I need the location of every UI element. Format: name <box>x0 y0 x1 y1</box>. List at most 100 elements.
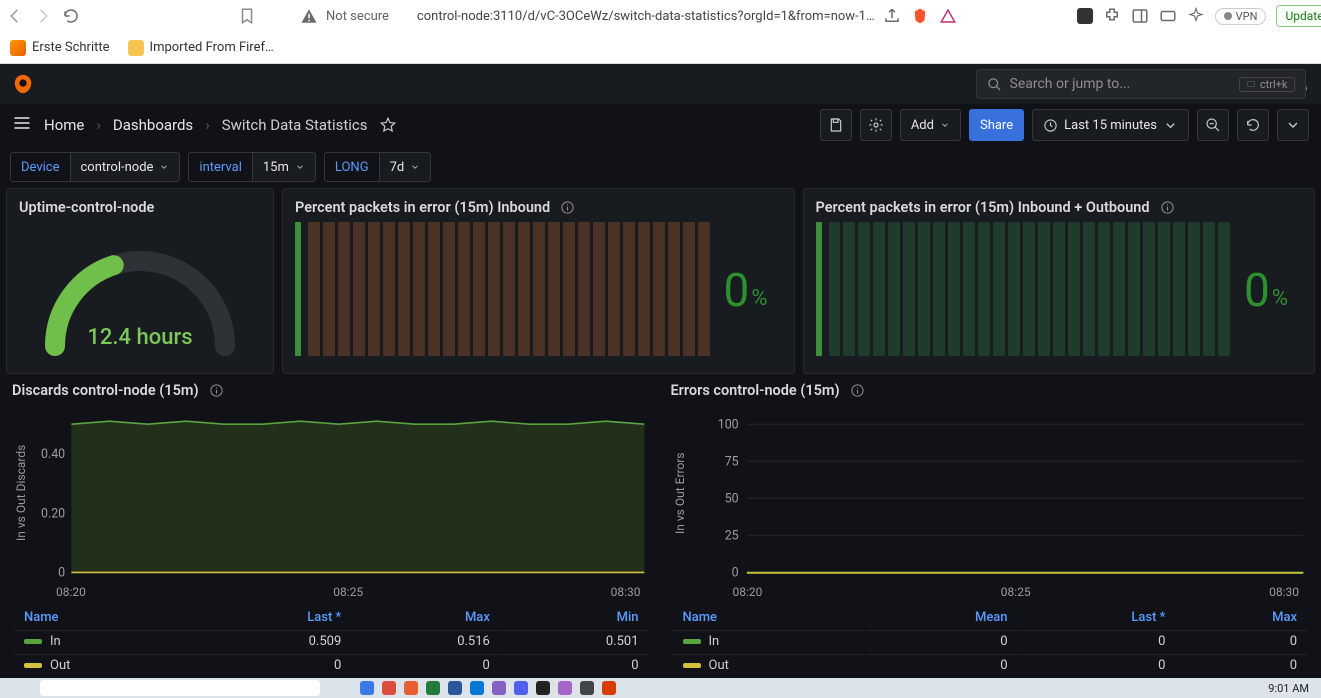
taskbar-app-icon[interactable] <box>426 681 440 695</box>
taskbar-app-icon[interactable] <box>448 681 462 695</box>
svg-text:25: 25 <box>724 528 738 543</box>
taskbar-app-icon[interactable] <box>492 681 506 695</box>
time-range-button[interactable]: Last 15 minutes <box>1032 109 1189 141</box>
svg-text:50: 50 <box>724 491 738 506</box>
taskbar-app-icon[interactable] <box>558 681 572 695</box>
grafana-topbar: Search or jump to... ctrl+k <box>0 64 1321 104</box>
taskbar-app-icon[interactable] <box>602 681 616 695</box>
taskbar-app-icon[interactable] <box>382 681 396 695</box>
warning-icon <box>300 7 318 25</box>
var-interval-value[interactable]: 15m <box>253 152 316 182</box>
var-device-label: Device <box>10 152 71 182</box>
panel-title-perr-io: Percent packets in error (15m) Inbound +… <box>816 199 1150 216</box>
taskbar-search[interactable] <box>40 680 320 696</box>
taskbar-app-icon[interactable] <box>514 681 528 695</box>
sparkle-icon[interactable] <box>1187 7 1205 25</box>
bookmark-imported-folder[interactable]: Imported From Firef… <box>128 40 274 56</box>
panel-perr-io[interactable]: Percent packets in error (15m) Inbound +… <box>803 188 1316 374</box>
crumb-dashboards[interactable]: Dashboards <box>113 116 193 134</box>
refresh-interval-button[interactable] <box>1277 109 1309 141</box>
search-input[interactable]: Search or jump to... ctrl+k <box>976 69 1306 99</box>
back-icon[interactable] <box>6 7 24 25</box>
taskbar-app-icon[interactable] <box>404 681 418 695</box>
panel-title-discards: Discards control-node (15m) <box>12 382 199 399</box>
var-long-value[interactable]: 7d <box>380 152 432 182</box>
taskbar-clock[interactable]: 9:01 AM <box>1268 682 1321 695</box>
taskbar-app-icon[interactable] <box>536 681 550 695</box>
info-icon[interactable] <box>1160 200 1175 215</box>
settings-button[interactable] <box>860 109 892 141</box>
panel-title-errors: Errors control-node (15m) <box>671 382 840 399</box>
windows-taskbar[interactable]: 9:01 AM <box>0 678 1321 698</box>
sidepanel-icon[interactable] <box>1131 7 1149 25</box>
perr-io-value: 0% <box>1234 216 1302 365</box>
svg-text:0.40: 0.40 <box>41 447 65 462</box>
errors-chart: 0255075100 <box>689 403 1310 583</box>
errors-legend: NameMeanLast *Max In000Out000 <box>671 605 1310 678</box>
table-row[interactable]: Out000 <box>14 654 649 676</box>
perr-in-value: 0% <box>714 216 782 365</box>
perr-io-bars <box>816 216 1235 356</box>
info-icon[interactable] <box>560 200 575 215</box>
grafana-logo[interactable] <box>12 73 34 95</box>
folder-icon <box>128 40 144 56</box>
search-placeholder: Search or jump to... <box>1010 76 1131 92</box>
svg-text:75: 75 <box>724 454 738 469</box>
extensions-icon[interactable] <box>1103 7 1121 25</box>
var-interval-label: interval <box>188 152 252 182</box>
perr-in-bars <box>295 216 714 356</box>
breadcrumb-bar: Home › Dashboards › Switch Data Statisti… <box>0 104 1321 146</box>
discards-chart: 0 0.20 0.40 <box>30 403 651 583</box>
forward-icon[interactable] <box>34 7 52 25</box>
add-button[interactable]: Add <box>900 109 961 141</box>
uptime-value: 12.4 hours <box>35 325 245 350</box>
taskbar-app-icon[interactable] <box>470 681 484 695</box>
security-label: Not secure <box>326 9 389 24</box>
info-icon[interactable] <box>850 383 865 398</box>
bookmark-outline-icon[interactable] <box>238 7 256 25</box>
discards-legend: NameLast *MaxMin In0.5090.5160.501Out000 <box>12 605 651 678</box>
menu-toggle[interactable] <box>12 113 32 137</box>
vpn-pill[interactable]: VPN <box>1215 8 1267 25</box>
panel-row-1: Uptime-control-node 12.4 hours Percent p… <box>0 188 1321 374</box>
table-row[interactable]: In000 <box>673 630 1308 652</box>
url-text[interactable]: control-node:3110/d/vC-3OCeWz/switch-dat… <box>417 9 875 24</box>
bookmarks-bar: Erste Schritte Imported From Firef… <box>0 32 1321 64</box>
panel-uptime[interactable]: Uptime-control-node 12.4 hours <box>6 188 274 374</box>
panel-perr-inbound[interactable]: Percent packets in error (15m) Inbound 0… <box>282 188 795 374</box>
svg-text:0: 0 <box>58 566 65 581</box>
star-icon[interactable] <box>379 116 397 134</box>
panel-title-perr-in: Percent packets in error (15m) Inbound <box>295 199 550 216</box>
browser-chrome: Not secure control-node:3110/d/vC-3OCeWz… <box>0 0 1321 64</box>
panel-errors[interactable]: Errors control-node (15m) In vs Out Erro… <box>665 380 1316 678</box>
taskbar-app-icon[interactable] <box>580 681 594 695</box>
table-row[interactable]: Out000 <box>673 654 1308 676</box>
bookmark-erste-schritte[interactable]: Erste Schritte <box>10 40 110 56</box>
share-icon[interactable] <box>883 7 901 25</box>
var-device-value[interactable]: control-node <box>71 152 181 182</box>
grafana-app: Search or jump to... ctrl+k Home › Dashb… <box>0 64 1321 678</box>
taskbar-app-icon[interactable] <box>360 681 374 695</box>
info-icon[interactable] <box>209 383 224 398</box>
address-bar: Not secure control-node:3110/d/vC-3OCeWz… <box>0 0 1321 32</box>
search-kbd: ctrl+k <box>1239 77 1295 92</box>
svg-text:100: 100 <box>717 417 738 432</box>
crumb-page[interactable]: Switch Data Statistics <box>222 116 368 134</box>
translate-icon[interactable] <box>1077 8 1093 24</box>
panel-discards[interactable]: Discards control-node (15m) In vs Out Di… <box>6 380 657 678</box>
panel-row-2: Discards control-node (15m) In vs Out Di… <box>0 374 1321 678</box>
triangle-icon[interactable] <box>939 7 957 25</box>
wallet-icon[interactable] <box>1159 7 1177 25</box>
svg-text:0.20: 0.20 <box>41 506 65 521</box>
discards-ylabel: In vs Out Discards <box>12 403 30 583</box>
save-button[interactable] <box>820 109 852 141</box>
share-button[interactable]: Share <box>969 109 1024 141</box>
update-button[interactable]: Update <box>1276 5 1321 27</box>
table-row[interactable]: In0.5090.5160.501 <box>14 630 649 652</box>
brave-icon[interactable] <box>911 7 929 25</box>
refresh-button[interactable] <box>1237 109 1269 141</box>
zoom-out-button[interactable] <box>1197 109 1229 141</box>
crumb-home[interactable]: Home <box>44 116 84 134</box>
discards-xticks: 08:2008:2508:30 <box>12 583 651 599</box>
reload-icon[interactable] <box>62 7 80 25</box>
